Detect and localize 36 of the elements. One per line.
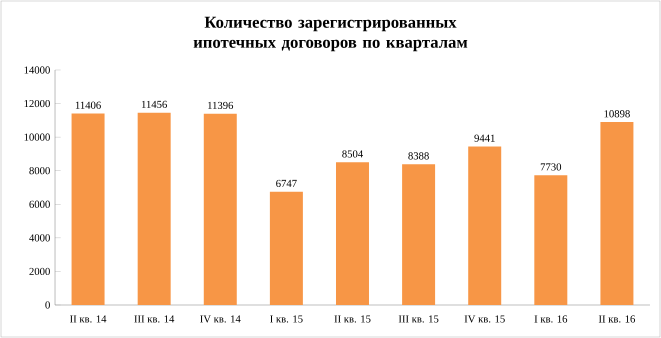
x-tick-label: III кв. 14: [134, 315, 174, 323]
data-label: 11406: [76, 102, 101, 109]
data-label: 10898: [604, 110, 630, 118]
y-tick-label: 14000: [24, 66, 50, 74]
x-tick-label: I кв. 15: [270, 315, 303, 323]
data-label: 11396: [208, 102, 234, 109]
bar: [138, 112, 171, 305]
x-tick-label: II кв. 16: [598, 315, 636, 323]
bar: [270, 192, 303, 305]
x-tick-label: II кв. 15: [334, 315, 371, 323]
x-tick-label: II кв. 14: [70, 315, 106, 323]
x-tick-label: IV кв. 15: [464, 315, 505, 323]
y-tick-label: 6000: [29, 200, 50, 208]
chart-title: Количество зарегистрированных ипотечных договоров по кварталам: [194, 16, 468, 52]
y-tick-label: 8000: [29, 167, 50, 174]
bar: [402, 164, 436, 305]
bar: [72, 114, 105, 305]
x-tick-label: IV кв. 14: [200, 315, 241, 323]
bar: [534, 175, 568, 305]
data-label: 8504: [342, 150, 363, 158]
bar: [468, 146, 502, 305]
y-tick-label: 10000: [24, 134, 50, 141]
x-tick-label: III кв. 15: [398, 315, 438, 323]
data-label: 9441: [474, 134, 495, 142]
bar: [204, 114, 237, 305]
data-label: 11456: [142, 100, 167, 108]
data-label: 8388: [408, 152, 429, 160]
bar: [336, 162, 369, 305]
y-tick-label: 2000: [29, 268, 50, 276]
y-tick-label: 0: [45, 301, 50, 309]
bar: [600, 122, 634, 305]
x-tick-label: I кв. 16: [534, 315, 568, 323]
y-tick-label: 4000: [29, 234, 50, 242]
y-tick-label: 12000: [24, 100, 50, 108]
data-label: 7730: [540, 163, 562, 171]
data-label: 6747: [276, 180, 297, 188]
